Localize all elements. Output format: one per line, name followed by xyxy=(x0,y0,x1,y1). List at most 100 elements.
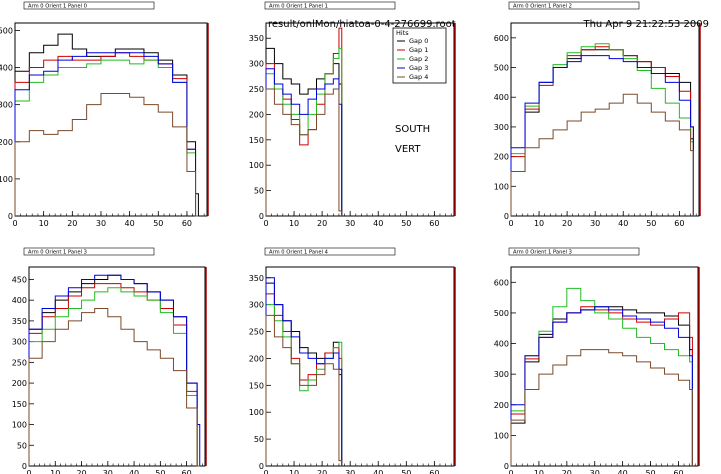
panel-title-box xyxy=(23,1,155,10)
series-line-gap-2 xyxy=(265,47,343,216)
x-tick-label: 10 xyxy=(534,469,544,474)
y-tick-label: 350 xyxy=(249,274,264,283)
y-tick-label: 150 xyxy=(249,136,264,145)
x-tick-label: 30 xyxy=(103,469,113,474)
series-line-gap-3 xyxy=(265,68,343,216)
y-tick-label: 100 xyxy=(12,421,27,430)
y-tick-label: 200 xyxy=(0,138,13,147)
x-tick-label: 30 xyxy=(96,219,106,228)
panel-title-box xyxy=(23,247,155,256)
x-tick-label: 60 xyxy=(429,219,439,228)
series-line-gap-4 xyxy=(510,93,694,216)
panel-title: Arm 0 Orient 1 Panel 2 xyxy=(513,4,572,10)
x-tick-label: 0 xyxy=(12,219,17,228)
x-tick-label: 10 xyxy=(289,469,299,474)
x-tick-label: 30 xyxy=(590,219,600,228)
series-line-gap-0 xyxy=(510,306,693,466)
series-line-gap-2 xyxy=(14,59,199,217)
y-tick-label: 150 xyxy=(12,400,27,409)
x-tick-label: 0 xyxy=(508,469,513,474)
series-line-gap-4 xyxy=(510,349,693,466)
y-tick-label: 450 xyxy=(12,275,27,284)
y-tick-label: 500 xyxy=(494,309,509,318)
x-tick-label: 40 xyxy=(373,219,383,228)
panel-chart-4: Arm 0 Orient 1 Panel 4 0 10 20 30 40 50 60 0 50 10… xyxy=(249,247,456,474)
y-tick-label: 200 xyxy=(494,153,509,162)
panel-title: Arm 0 Orient 1 Panel 4 xyxy=(269,250,329,256)
series-line-gap-1 xyxy=(510,306,693,466)
y-tick-label: 100 xyxy=(249,408,264,417)
y-tick-label: 400 xyxy=(12,296,27,305)
y-tick-label: 100 xyxy=(249,161,264,170)
x-tick-label: 40 xyxy=(125,219,135,228)
y-tick-label: 0 xyxy=(259,462,264,471)
y-tick-label: 200 xyxy=(249,354,264,363)
panel-title: Arm 0 Orient 1 Panel 0 xyxy=(28,4,87,10)
x-tick-label: 30 xyxy=(590,469,600,474)
x-tick-label: 20 xyxy=(317,219,327,228)
y-tick-label: 100 xyxy=(494,182,509,191)
y-tick-label: 300 xyxy=(494,370,509,379)
y-tick-label: 0 xyxy=(259,212,264,221)
series-line-gap-3 xyxy=(510,306,693,466)
x-tick-label: 10 xyxy=(289,219,299,228)
series-line-gap-1 xyxy=(265,293,343,466)
y-tick-label: 350 xyxy=(12,317,27,326)
series-line-gap-3 xyxy=(510,55,694,216)
panel-title-box xyxy=(508,247,640,256)
annotation-south: SOUTH xyxy=(395,124,430,135)
panel-title-box xyxy=(264,1,396,10)
x-tick-label: 50 xyxy=(401,219,411,228)
series-line-gap-2 xyxy=(510,43,694,216)
y-tick-label: 200 xyxy=(494,401,509,410)
y-tick-label: 400 xyxy=(0,64,13,73)
series-line-gap-2 xyxy=(28,287,200,467)
y-tick-label: 300 xyxy=(0,101,13,110)
y-tick-label: 250 xyxy=(249,328,264,337)
series-line-gap-1 xyxy=(265,27,343,216)
x-tick-label: 30 xyxy=(345,469,355,474)
series-line-gap-2 xyxy=(510,287,693,466)
panel-title: Arm 0 Orient 1 Panel 3 xyxy=(28,250,87,256)
series-line-gap-3 xyxy=(14,52,199,217)
legend-entry: Gap 1 xyxy=(409,46,428,54)
y-tick-label: 200 xyxy=(12,379,27,388)
x-tick-label: 0 xyxy=(508,219,513,228)
panel-title-box xyxy=(264,247,396,256)
series-line-gap-4 xyxy=(265,314,343,466)
series-line-gap-0 xyxy=(14,33,199,216)
plot-frame xyxy=(265,266,455,467)
page-header: result/onlMon/hiatoa-0-4-276699.root Thu… xyxy=(0,9,721,30)
x-tick-label: 40 xyxy=(373,469,383,474)
x-tick-label: 20 xyxy=(562,469,572,474)
x-tick-label: 40 xyxy=(618,219,628,228)
x-tick-label: 10 xyxy=(50,469,60,474)
x-tick-label: 50 xyxy=(155,469,165,474)
legend-entry: Gap 3 xyxy=(409,64,428,72)
y-tick-label: 50 xyxy=(17,441,27,450)
panel-title: Arm 0 Orient 1 Panel 3 xyxy=(513,250,572,256)
y-tick-label: 300 xyxy=(249,60,264,69)
series-line-gap-0 xyxy=(265,282,343,466)
legend-entry: Gap 2 xyxy=(409,55,428,63)
y-tick-label: 600 xyxy=(494,34,509,43)
y-tick-label: 250 xyxy=(12,358,27,367)
y-tick-label: 50 xyxy=(254,187,264,196)
x-tick-label: 50 xyxy=(153,219,163,228)
x-tick-label: 10 xyxy=(39,219,49,228)
x-tick-label: 60 xyxy=(674,219,684,228)
x-tick-label: 60 xyxy=(182,219,192,228)
x-tick-label: 60 xyxy=(182,469,192,474)
y-tick-label: 0 xyxy=(504,212,509,221)
y-tick-label: 100 xyxy=(494,431,509,440)
y-tick-label: 0 xyxy=(8,212,13,221)
series-line-gap-1 xyxy=(28,283,200,467)
panel-title-box xyxy=(508,1,640,10)
x-tick-label: 20 xyxy=(67,219,77,228)
x-tick-label: 30 xyxy=(345,219,355,228)
x-tick-label: 50 xyxy=(646,219,656,228)
y-tick-label: 400 xyxy=(494,93,509,102)
annotation-vert: VERT xyxy=(395,144,421,155)
